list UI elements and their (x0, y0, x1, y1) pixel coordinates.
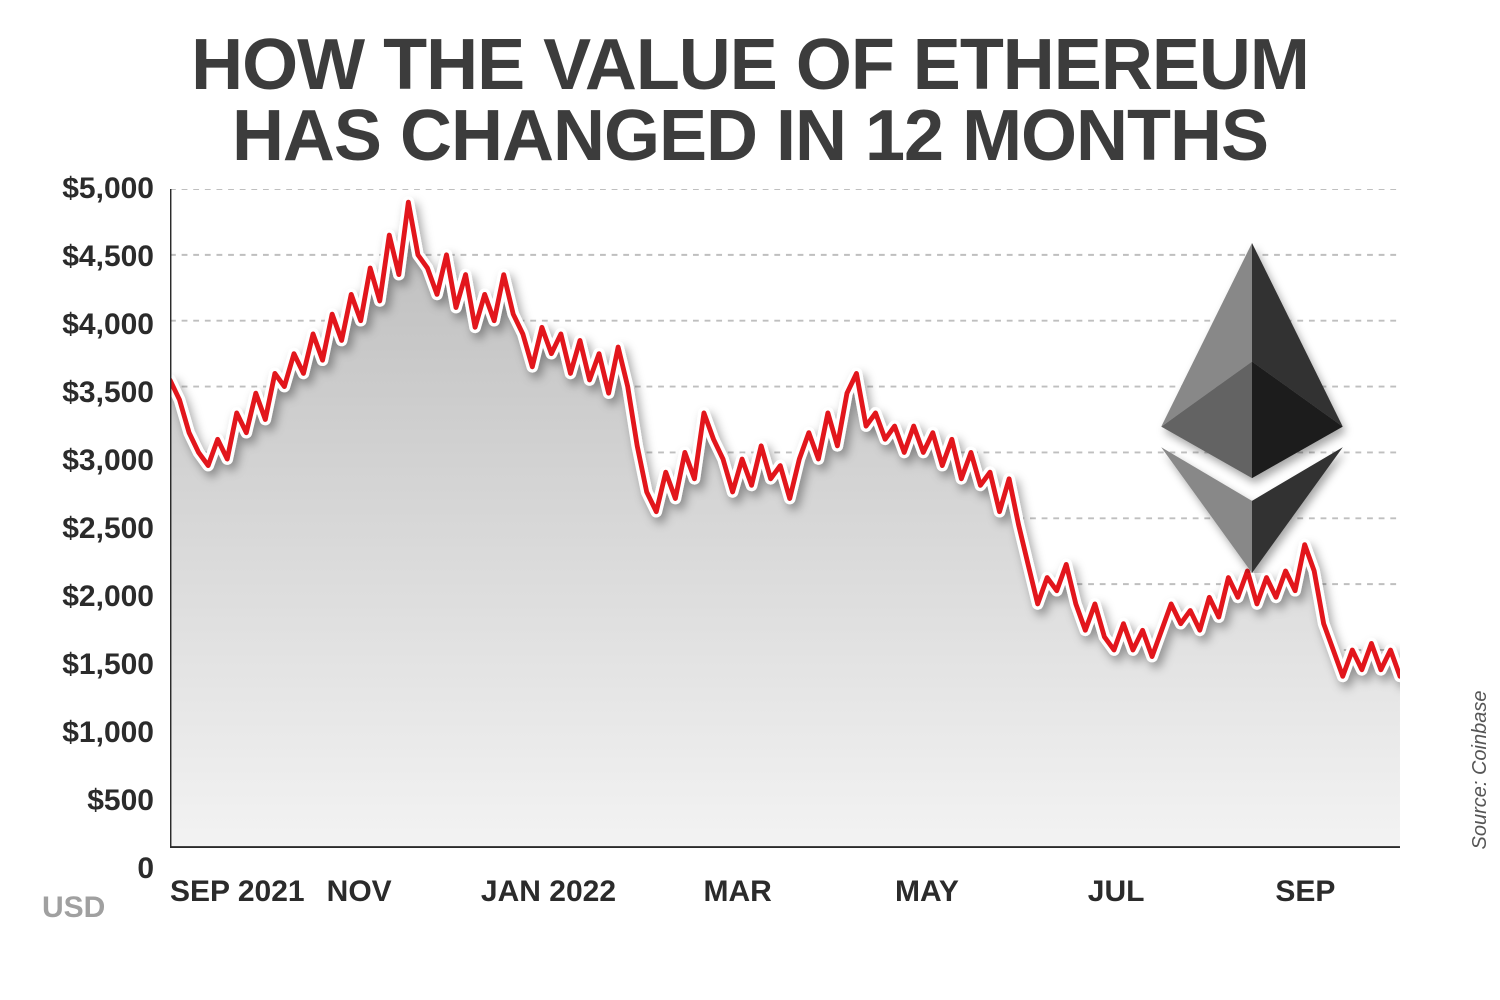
chart-title: HOW THE VALUE OF ETHEREUM HAS CHANGED IN… (40, 30, 1460, 171)
x-axis-tick-label: SEP (1275, 875, 1335, 909)
y-axis-tick-label: $5,000 (62, 172, 154, 206)
y-axis-tick-label: $3,000 (62, 444, 154, 478)
y-axis-tick-label: $500 (87, 784, 154, 818)
x-axis-tick-label: JAN 2022 (481, 875, 616, 909)
y-axis-tick-label: $3,500 (62, 376, 154, 410)
y-axis-tick-label: $4,000 (62, 308, 154, 342)
y-axis-tick-label: $4,500 (62, 240, 154, 274)
y-axis-tick-label: $1,500 (62, 648, 154, 682)
currency-label: USD (42, 891, 105, 925)
y-axis-tick-label: $2,500 (62, 512, 154, 546)
price-chart-svg (170, 189, 1400, 848)
x-axis-tick-label: MAY (895, 875, 959, 909)
x-axis-labels: SEP 2021 NOV JAN 2022 MAR MAY JUL SEP (170, 875, 1400, 925)
x-axis-tick-label: SEP 2021 (170, 875, 305, 909)
y-axis-tick-label: $1,000 (62, 716, 154, 750)
x-axis-tick-label: NOV (327, 875, 392, 909)
y-axis-tick-label: $2,000 (62, 580, 154, 614)
y-axis-tick-label: 0 (137, 852, 154, 886)
chart-area: $5,000$4,500$4,000$3,500$3,000$2,500$2,0… (170, 189, 1400, 869)
title-line-1: HOW THE VALUE OF ETHEREUM (191, 25, 1309, 105)
title-line-2: HAS CHANGED IN 12 MONTHS (232, 96, 1268, 176)
source-attribution: Source: Coinbase (1469, 691, 1492, 850)
x-axis-tick-label: MAR (703, 875, 771, 909)
y-axis-labels: $5,000$4,500$4,000$3,500$3,000$2,500$2,0… (40, 189, 160, 869)
x-axis-tick-label: JUL (1088, 875, 1145, 909)
